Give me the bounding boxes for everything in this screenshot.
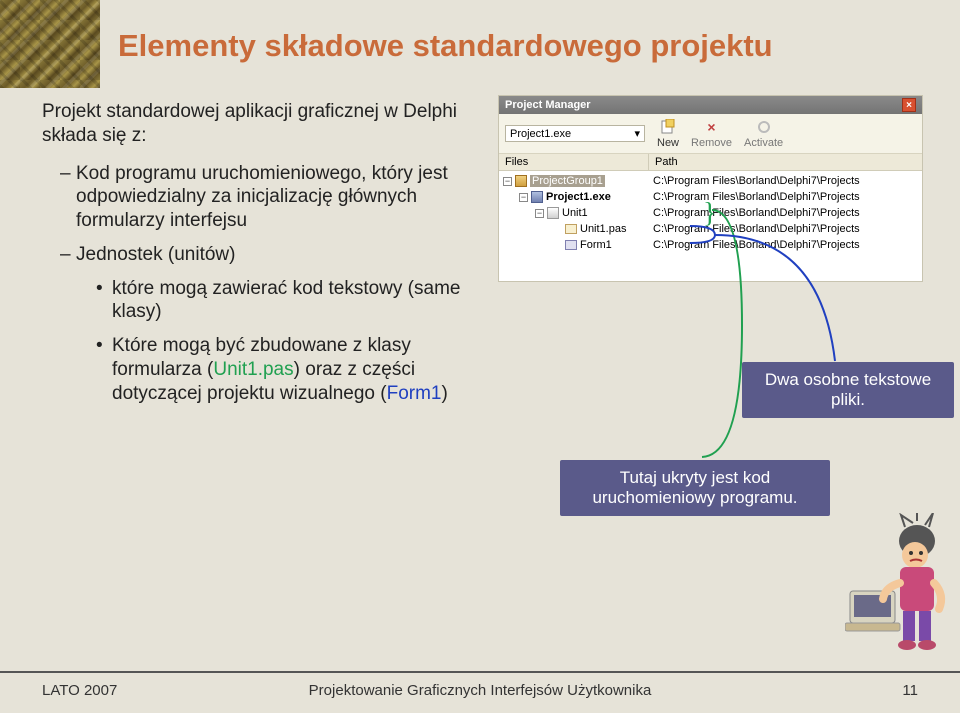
pm-toolbar: Project1.exe ▾ New × Remove Activate: [499, 114, 922, 154]
expand-icon[interactable]: −: [503, 177, 512, 186]
tree-path: C:\Program Files\Borland\Delphi7\Project…: [649, 175, 922, 187]
tree-label: Unit1: [562, 207, 588, 219]
list-item: Kod programu uruchomieniowego, który jes…: [60, 162, 482, 233]
footer-center: Projektowanie Graficznych Interfejsów Uż…: [0, 682, 960, 699]
sub-list: które mogą zawierać kod tekstowy (same k…: [76, 277, 482, 406]
callout-line: uruchomieniowy programu.: [574, 488, 816, 508]
proj-icon: [515, 175, 527, 187]
chevron-down-icon: ▾: [634, 127, 640, 140]
sub-list-item: Które mogą być zbudowane z klasy formula…: [96, 334, 482, 405]
activate-icon: [755, 118, 773, 136]
tree-label: Project1.exe: [546, 191, 611, 203]
callout-green: Tutaj ukryty jest kod uruchomieniowy pro…: [560, 460, 830, 516]
tree-label: Unit1.pas: [580, 223, 626, 235]
pm-select-value: Project1.exe: [510, 128, 571, 140]
expand-icon[interactable]: −: [519, 193, 528, 202]
new-button[interactable]: New: [657, 118, 679, 149]
activate-label: Activate: [744, 137, 783, 149]
intro-paragraph: Projekt standardowej aplikacji graficzne…: [42, 100, 482, 148]
slide-title: Elementy składowe standardowego projektu: [118, 28, 773, 64]
tree-label: Form1: [580, 239, 612, 251]
pas-icon: [565, 224, 577, 234]
footer-page-number: 11: [902, 682, 918, 699]
form-icon: [565, 240, 577, 250]
tree-path: C:\Program Files\Borland\Delphi7\Project…: [649, 191, 922, 203]
pm-header-files[interactable]: Files: [499, 154, 649, 170]
text-fragment: ): [442, 383, 448, 404]
form1-highlight: Form1: [387, 383, 442, 404]
pm-header-path[interactable]: Path: [649, 154, 922, 170]
pm-title-text: Project Manager: [505, 99, 591, 111]
unit-icon: [547, 207, 559, 219]
pm-column-headers: Files Path: [499, 154, 922, 171]
tree-label: ProjectGroup1: [530, 175, 605, 187]
sub-list-item: które mogą zawierać kod tekstowy (same k…: [96, 277, 482, 325]
footer-divider: [0, 671, 960, 673]
body-content: Projekt standardowej aplikacji graficzne…: [42, 100, 482, 415]
cartoon-illustration: [845, 513, 950, 653]
blue-connector: [700, 223, 860, 383]
tree-path: C:\Program Files\Borland\Delphi7\Project…: [649, 207, 922, 219]
list-item: Jednostek (unitów) które mogą zawierać k…: [60, 243, 482, 406]
remove-button[interactable]: × Remove: [691, 118, 732, 149]
unit1-highlight: Unit1.pas: [213, 359, 293, 380]
callout-blue: Dwa osobne tekstowe pliki.: [742, 362, 954, 418]
decorative-corner-image: [0, 0, 100, 88]
new-label: New: [657, 137, 679, 149]
pm-titlebar[interactable]: Project Manager ×: [499, 96, 922, 114]
exe-icon: [531, 191, 543, 203]
expand-icon[interactable]: −: [535, 209, 544, 218]
activate-button[interactable]: Activate: [744, 118, 783, 149]
main-list: Kod programu uruchomieniowego, który jes…: [42, 162, 482, 406]
tree-row[interactable]: − ProjectGroup1 C:\Program Files\Borland\D…: [499, 173, 922, 189]
close-icon[interactable]: ×: [902, 98, 916, 112]
new-icon: [659, 118, 677, 136]
remove-icon: ×: [703, 118, 721, 136]
remove-label: Remove: [691, 137, 732, 149]
pm-project-select[interactable]: Project1.exe ▾: [505, 125, 645, 142]
list-item-text: Jednostek (unitów): [76, 244, 235, 265]
callout-line: Tutaj ukryty jest kod: [574, 468, 816, 488]
